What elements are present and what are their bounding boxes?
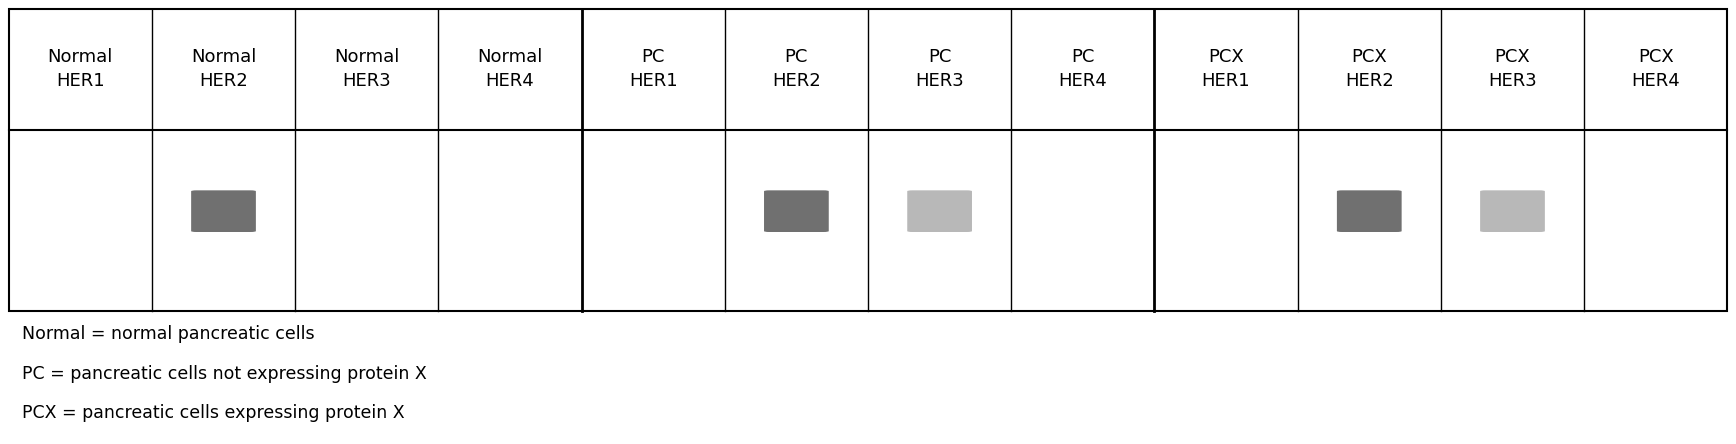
Text: PC
HER1: PC HER1 (628, 48, 677, 90)
Text: PCX
HER4: PCX HER4 (1632, 48, 1680, 90)
Text: PC
HER2: PC HER2 (773, 48, 821, 90)
FancyBboxPatch shape (908, 190, 972, 232)
Text: PCX
HER2: PCX HER2 (1345, 48, 1394, 90)
Text: PCX = pancreatic cells expressing protein X: PCX = pancreatic cells expressing protei… (23, 404, 404, 422)
FancyBboxPatch shape (764, 190, 828, 232)
Text: Normal = normal pancreatic cells: Normal = normal pancreatic cells (23, 325, 314, 343)
FancyBboxPatch shape (1337, 190, 1401, 232)
Text: PCX
HER3: PCX HER3 (1488, 48, 1536, 90)
FancyBboxPatch shape (191, 190, 255, 232)
Text: PCX
HER1: PCX HER1 (1201, 48, 1250, 90)
Text: Normal
HER4: Normal HER4 (477, 48, 543, 90)
FancyBboxPatch shape (1481, 190, 1545, 232)
Text: PC
HER3: PC HER3 (915, 48, 963, 90)
Text: PC
HER4: PC HER4 (1059, 48, 1108, 90)
Text: Normal
HER3: Normal HER3 (333, 48, 399, 90)
Text: Normal
HER2: Normal HER2 (191, 48, 257, 90)
Text: Normal
HER1: Normal HER1 (47, 48, 113, 90)
Text: PC = pancreatic cells not expressing protein X: PC = pancreatic cells not expressing pro… (23, 365, 427, 383)
